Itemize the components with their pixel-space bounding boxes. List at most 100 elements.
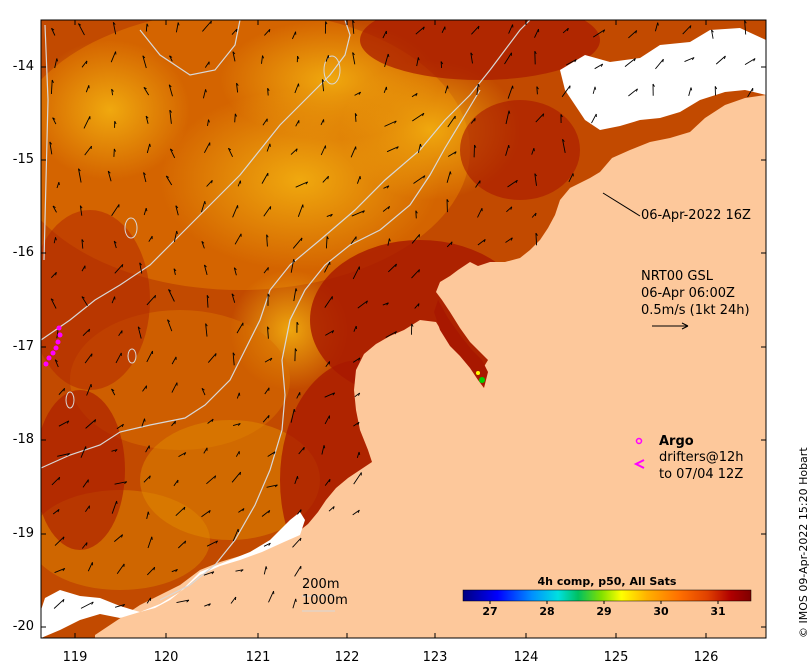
current-arrow-head [78, 168, 81, 172]
current-arrow-head [235, 28, 238, 33]
current-arrow [54, 536, 65, 546]
current-arrow [201, 201, 206, 213]
current-arrow [175, 506, 186, 517]
current-arrow-head [201, 241, 205, 244]
current-arrow-head [691, 57, 695, 61]
current-arrow [261, 172, 269, 184]
current-arrow [116, 563, 125, 575]
current-arrow-head [446, 199, 449, 203]
x-tick-label: 123 [422, 650, 448, 665]
current-arrow-head [534, 50, 537, 55]
current-arrow [173, 268, 176, 275]
current-arrow [84, 353, 93, 364]
current-arrow [354, 113, 357, 122]
current-arrow-head [205, 323, 208, 327]
current-arrow-head [204, 264, 207, 268]
current-arrow-head [394, 120, 397, 124]
current-arrow [267, 88, 269, 96]
current-arrow [201, 510, 211, 518]
bathymetry-seamount [65, 391, 75, 409]
current-arrow-head [214, 475, 217, 479]
current-arrow [168, 84, 173, 97]
current-arrow [354, 91, 361, 96]
current-arrow-head [228, 147, 232, 151]
colorbar [462, 589, 752, 602]
current-arrow [263, 206, 272, 217]
current-arrow [267, 326, 269, 339]
current-arrow [353, 325, 357, 332]
current-arrow-head [52, 205, 56, 208]
current-arrow-head [116, 500, 118, 504]
current-arrow [471, 25, 480, 35]
current-arrow-head [79, 205, 83, 209]
current-arrow-head [113, 240, 117, 244]
current-arrow [411, 269, 420, 279]
current-arrow-head [510, 237, 513, 241]
current-arrow-head [236, 82, 239, 86]
current-arrow-head [49, 141, 52, 145]
current-arrow [87, 562, 93, 572]
current-arrow [81, 296, 88, 307]
current-arrow [505, 237, 513, 243]
current-arrow-head [147, 511, 150, 515]
current-arrow [143, 172, 147, 183]
current-arrow-head [113, 148, 117, 152]
current-arrow-head [175, 569, 178, 572]
current-arrow-head [174, 421, 176, 425]
current-arrow-head [594, 86, 597, 90]
drifters-time-label: to 07/04 12Z [659, 467, 744, 482]
current-arrow [298, 446, 305, 455]
current-arrow-head [474, 144, 477, 148]
current-arrow [356, 176, 361, 184]
x-tick-label: 126 [693, 650, 719, 665]
sst-cool-patch [140, 420, 320, 540]
current-arrow [477, 208, 483, 218]
current-arrow-head [177, 22, 180, 26]
current-arrow-head [419, 143, 422, 147]
current-arrow-head [143, 87, 147, 90]
current-arrow [204, 61, 210, 68]
current-arrow-head [536, 86, 539, 90]
current-arrow-head [211, 571, 215, 575]
current-arrow [201, 241, 205, 249]
current-arrow [232, 423, 241, 427]
current-arrow-head [454, 151, 457, 155]
current-arrow [111, 89, 114, 96]
current-arrow [386, 146, 399, 153]
current-arrow-head [169, 55, 173, 58]
sst-warm-patch [460, 100, 580, 200]
current-arrow-head [122, 604, 126, 607]
current-arrow-head [268, 29, 271, 33]
current-arrow [411, 234, 420, 244]
current-arrow [561, 85, 571, 98]
current-arrow-head [386, 302, 389, 306]
map-frame [40, 19, 767, 639]
current-arrow-head [204, 201, 206, 205]
current-arrow [206, 295, 209, 308]
current-arrow-head [417, 57, 420, 61]
current-arrow-head [124, 481, 128, 484]
current-arrow [477, 239, 486, 246]
current-arrow-head [142, 55, 146, 59]
current-arrow [470, 118, 476, 124]
current-arrow-head [294, 348, 298, 352]
current-arrow-head [266, 234, 269, 238]
current-arrow-head [508, 110, 511, 114]
current-arrow-head [387, 206, 391, 210]
drifter-legend-icon [633, 459, 645, 469]
current-arrow-head [143, 172, 146, 176]
current-arrow [566, 59, 577, 66]
current-arrow [58, 388, 65, 395]
current-arrow [111, 500, 118, 514]
current-arrow [204, 603, 211, 607]
current-arrow-head [238, 392, 241, 396]
current-arrow [80, 446, 87, 458]
y-tick-label: -19 [12, 526, 34, 541]
current-arrow-head [357, 509, 360, 513]
current-arrow [324, 478, 331, 486]
current-arrow [146, 350, 153, 363]
current-arrow [350, 146, 357, 158]
current-arrow-head [635, 30, 638, 34]
current-arrow [562, 27, 569, 34]
current-arrow-head [149, 143, 151, 147]
